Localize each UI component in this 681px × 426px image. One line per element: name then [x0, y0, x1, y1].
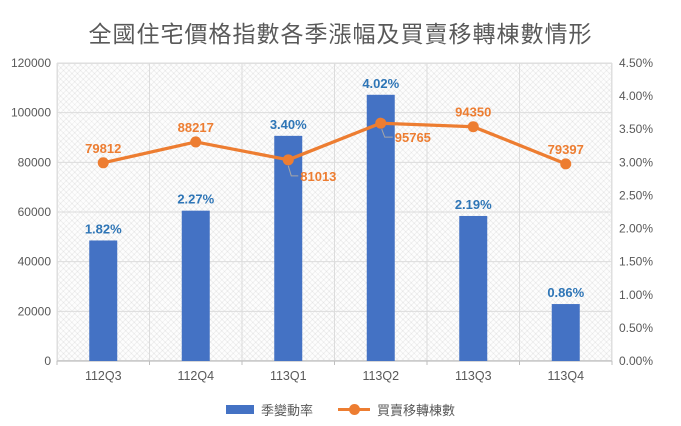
right-axis-tick-label: 1.00% [619, 288, 653, 302]
line-marker-113Q3 [467, 121, 479, 133]
bar-label-113Q2: 4.02% [362, 76, 399, 91]
line-series [101, 121, 568, 166]
legend-label-line-series: 買賣移轉棟數 [377, 403, 456, 418]
left-axis-tick-label: 80000 [18, 155, 52, 169]
line-label-113Q4: 79397 [548, 142, 584, 157]
right-axis-tick-label: 1.50% [619, 255, 653, 269]
bar-label-113Q3: 2.19% [455, 197, 492, 212]
legend-bar-swatch [225, 405, 254, 414]
bar-112Q4 [181, 210, 210, 361]
x-axis-label-112Q4: 112Q4 [177, 369, 214, 383]
bar-113Q1 [274, 135, 303, 361]
bar-label-112Q3: 1.82% [85, 221, 122, 236]
right-axis-tick-label: 0.00% [619, 354, 653, 368]
left-axis-tick-label: 100000 [11, 106, 51, 120]
bar-label-113Q1: 3.40% [270, 117, 307, 132]
right-axis-tick-label: 0.50% [619, 321, 653, 335]
bar-label-113Q4: 0.86% [547, 285, 584, 300]
line-label-113Q1: 81013 [300, 169, 336, 184]
right-axis-tick-label: 4.50% [619, 56, 653, 70]
line-label-112Q3: 79812 [85, 141, 121, 156]
right-axis-tick-label: 2.00% [619, 222, 653, 236]
left-axis-tick-label: 60000 [18, 205, 52, 219]
left-axis-tick-label: 40000 [18, 255, 52, 269]
bar-113Q2 [366, 94, 395, 361]
line-marker-113Q4 [560, 158, 572, 170]
line-label-113Q3: 94350 [455, 105, 491, 120]
label-leader-line [381, 129, 393, 138]
left-axis-tick-label: 120000 [11, 56, 51, 70]
left-axis-tick-label: 20000 [18, 304, 52, 318]
line-marker-112Q4 [190, 136, 202, 148]
x-axis-label-113Q4: 113Q4 [547, 369, 584, 383]
bar-113Q4 [551, 304, 580, 361]
line-marker-112Q3 [97, 157, 109, 169]
right-axis-tick-label: 2.50% [619, 188, 653, 202]
line-marker-113Q2 [375, 117, 387, 129]
legend-line-swatch [338, 404, 370, 415]
x-axis-label-113Q2: 113Q2 [362, 369, 399, 383]
legend-label-bar-series: 季變動率 [260, 403, 313, 418]
left-axis-tick-label: 0 [44, 354, 51, 368]
bar-label-112Q4: 2.27% [177, 192, 214, 207]
x-axis-label-112Q3: 112Q3 [85, 369, 122, 383]
bar-112Q3 [89, 240, 118, 361]
x-axis-label-113Q1: 113Q1 [270, 369, 307, 383]
bar-113Q3 [459, 215, 488, 361]
label-leader-line [287, 165, 299, 177]
x-axis-label-113Q3: 113Q3 [455, 369, 492, 383]
legend-line-marker-icon [349, 404, 360, 415]
legend: 季變動率 買賣移轉棟數 [0, 400, 681, 419]
right-axis-tick-label: 4.00% [619, 89, 653, 103]
chart-title: 全國住宅價格指數各季漲幅及買賣移轉棟數情形 [88, 21, 593, 47]
right-axis-tick-label: 3.50% [619, 122, 653, 136]
line-marker-113Q1 [282, 154, 294, 166]
line-label-112Q4: 88217 [178, 120, 214, 135]
right-axis-tick-label: 3.00% [619, 155, 653, 169]
line-label-113Q2: 95765 [395, 130, 431, 145]
